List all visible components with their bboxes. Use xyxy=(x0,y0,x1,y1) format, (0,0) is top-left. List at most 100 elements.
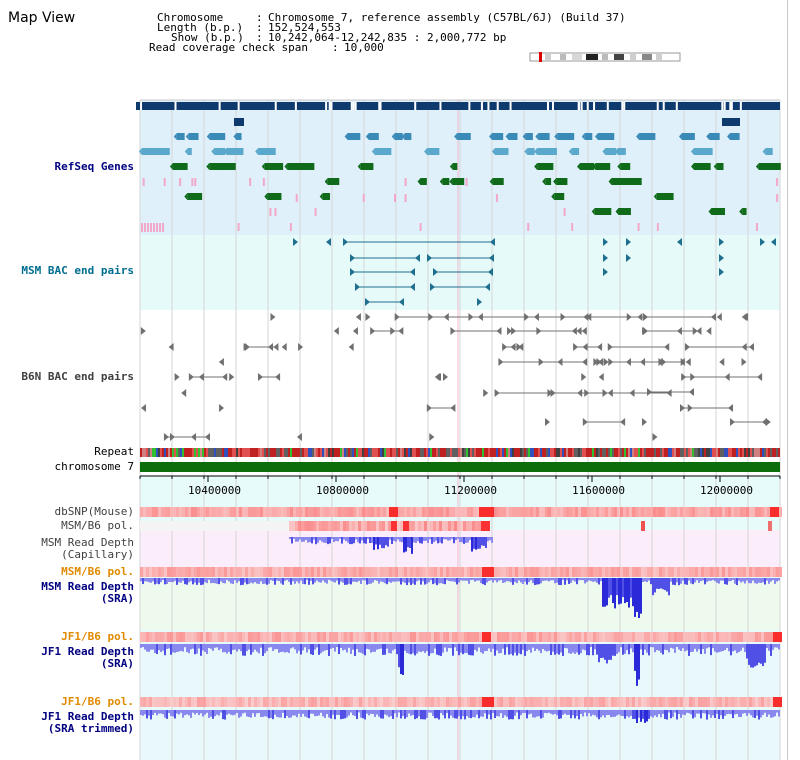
gene-feature xyxy=(322,193,330,200)
polymorphism-cell xyxy=(770,507,773,517)
read-depth-bar xyxy=(716,710,718,714)
polymorphism-cell xyxy=(617,567,620,577)
polymorphism-cell xyxy=(317,697,320,707)
read-depth-bar xyxy=(321,537,323,542)
polymorphism-cell xyxy=(767,697,770,707)
read-depth-bar xyxy=(397,537,399,540)
polymorphism-cell xyxy=(497,697,500,707)
repeat-segment xyxy=(512,448,514,457)
read-depth-bar xyxy=(293,537,295,539)
read-depth-bar xyxy=(578,644,580,655)
read-depth-bar xyxy=(574,644,576,654)
read-depth-bar xyxy=(336,710,338,715)
read-depth-bar xyxy=(352,578,354,582)
polymorphism-cell xyxy=(704,697,707,707)
repeat-segment xyxy=(452,448,454,457)
polymorphism-cell xyxy=(188,697,191,707)
read-depth-bar xyxy=(762,710,764,715)
gene-gap xyxy=(509,102,512,110)
repeat-segment xyxy=(234,448,236,457)
read-depth-bar xyxy=(250,710,252,718)
colon: : xyxy=(256,11,263,24)
read-depth-bar xyxy=(380,710,382,719)
polymorphism-cell xyxy=(464,632,467,642)
polymorphism-cell xyxy=(422,567,425,577)
polymorphism-cell xyxy=(335,697,338,707)
gene-feature xyxy=(457,133,471,140)
polymorphism-cell xyxy=(524,632,527,642)
read-depth-bar xyxy=(434,710,436,719)
polymorphism-cell xyxy=(653,697,656,707)
read-depth-bar xyxy=(522,578,524,584)
polymorphism-cell xyxy=(323,507,326,517)
polymorphism-cell xyxy=(425,632,428,642)
read-depth-bar xyxy=(466,710,468,717)
read-depth-bar xyxy=(510,578,512,583)
read-depth-bar xyxy=(608,578,610,598)
gene-arrow xyxy=(371,148,375,155)
read-depth-bar xyxy=(399,537,401,542)
gene-feature xyxy=(258,148,276,155)
b6n-bac-pair-end xyxy=(468,313,474,321)
polymorphism-cell xyxy=(440,507,443,517)
polymorphism-cell xyxy=(533,567,536,577)
polymorphism-cell xyxy=(379,521,382,531)
read-depth-bar xyxy=(142,710,144,716)
read-depth-bar xyxy=(416,578,418,582)
polymorphism-cell xyxy=(542,697,545,707)
repeat-segment xyxy=(462,448,464,457)
repeat-segment xyxy=(528,448,530,457)
polymorphism-cell xyxy=(437,697,440,707)
read-depth-bar xyxy=(636,644,638,686)
read-depth-bar xyxy=(686,644,688,651)
read-depth-bar xyxy=(690,644,692,653)
read-depth-bar xyxy=(423,537,425,541)
repeat-segment xyxy=(694,448,696,457)
repeat-segment xyxy=(272,448,274,457)
polymorphism-cell xyxy=(230,697,233,707)
polymorphism-cell xyxy=(629,507,632,517)
polymorphism-cell xyxy=(647,507,650,517)
read-depth-bar xyxy=(182,710,184,718)
read-depth-bar xyxy=(652,644,654,648)
read-depth-bar xyxy=(444,578,446,585)
gene-feature xyxy=(494,148,509,155)
polymorphism-cell xyxy=(635,507,638,517)
read-depth-bar xyxy=(482,710,484,717)
gene-feature xyxy=(144,223,146,232)
polymorphism-cell xyxy=(209,507,212,517)
polymorphism-cell xyxy=(239,567,242,577)
polymorphism-cell xyxy=(191,697,194,707)
read-depth-bar xyxy=(444,644,446,648)
track-label-b6n-bac: B6N BAC end pairs xyxy=(21,370,134,383)
repeat-segment xyxy=(200,448,202,457)
polymorphism-cell xyxy=(452,697,455,707)
polymorphism-cell xyxy=(581,507,584,517)
read-depth-bar xyxy=(240,644,242,652)
repeat-segment xyxy=(332,448,334,457)
polymorphism-cell xyxy=(161,567,164,577)
read-depth-bar xyxy=(178,644,180,652)
polymorphism-cell xyxy=(569,567,572,577)
polymorphism-cell xyxy=(188,632,191,642)
read-depth-bar xyxy=(208,644,210,648)
polymorphism-cell xyxy=(422,697,425,707)
msm-bac-pair-end xyxy=(427,254,432,262)
polymorphism-cell xyxy=(416,507,419,517)
polymorphism-cell xyxy=(746,632,749,642)
gene-feature xyxy=(681,133,695,140)
read-depth-bar xyxy=(380,644,382,649)
repeat-segment xyxy=(658,448,660,457)
read-depth-bar xyxy=(192,578,194,585)
repeat-segment xyxy=(582,448,584,457)
polymorphism-cell xyxy=(695,697,698,707)
read-depth-bar xyxy=(359,537,361,544)
read-depth-bar xyxy=(564,710,566,714)
gene-arrow xyxy=(739,208,743,215)
repeat-segment xyxy=(642,448,644,457)
polymorphism-cell xyxy=(230,567,233,577)
b6n-bac-end xyxy=(658,358,664,366)
gene-feature xyxy=(404,178,407,186)
polymorphism-cell xyxy=(635,632,638,642)
